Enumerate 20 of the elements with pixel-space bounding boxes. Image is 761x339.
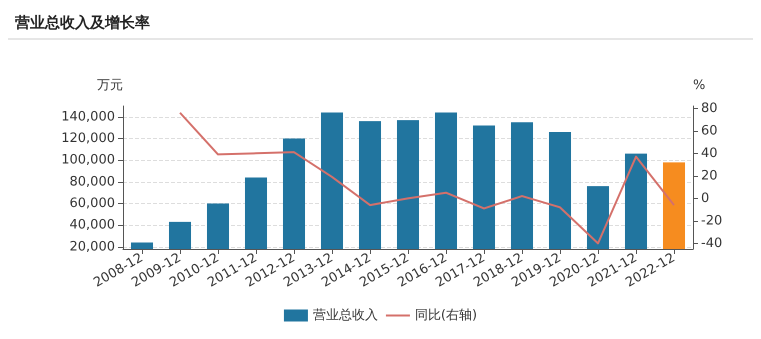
y-tick-label: 20,000 [70,239,115,254]
chart-title: 营业总收入及增长率 [14,14,150,32]
legend-label: 同比(右轴) [414,308,478,323]
y-tick-label: 120,000 [61,131,115,146]
y2-tick-label: 0 [701,190,710,206]
y-tick-label: 40,000 [70,218,115,233]
y-tick-label: 60,000 [70,196,115,211]
y-axis-title: 万元 [97,78,123,93]
y2-tick-label: -20 [701,213,722,228]
y2-tick-label: 80 [701,100,718,116]
y-tick-label: 100,000 [61,152,115,168]
y2-tick-label: 20 [701,168,718,184]
y2-tick-label: 40 [701,146,718,161]
y2-tick-label: 60 [701,123,718,138]
legend-label: 营业总收入 [312,308,378,323]
y-tick-label: 80,000 [70,174,115,190]
line-series [179,112,675,244]
y2-axis-title: % [693,78,706,93]
y2-tick-label: -40 [701,236,722,251]
y-tick-label: 140,000 [61,109,115,124]
